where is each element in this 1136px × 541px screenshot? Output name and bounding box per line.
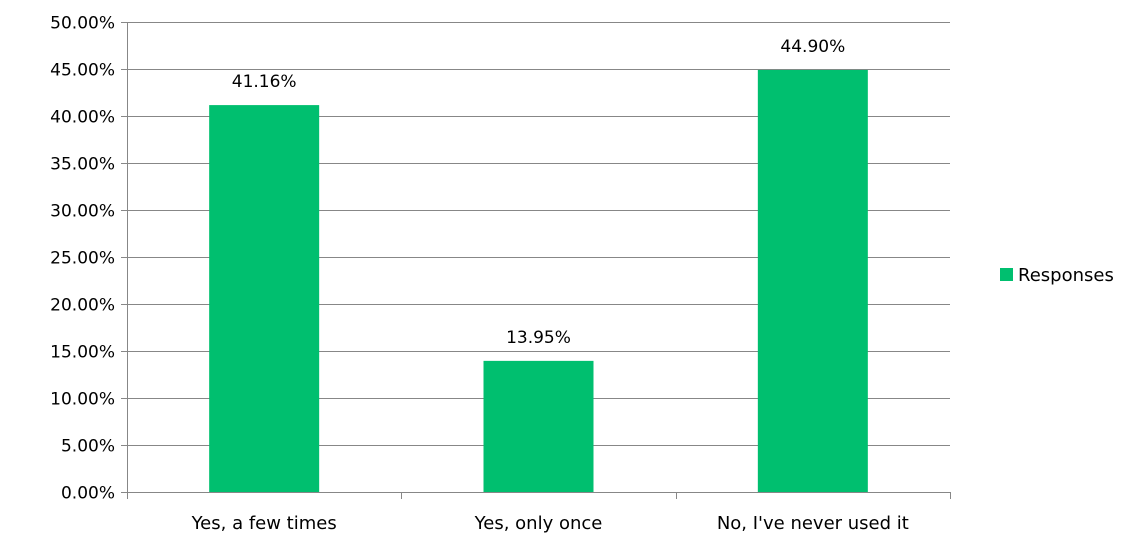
legend-label-responses: Responses	[1018, 265, 1114, 286]
y-tick-label: 40.00%	[50, 108, 115, 128]
bar	[757, 69, 868, 492]
y-tick-label: 20.00%	[50, 296, 115, 316]
legend: Responses	[1000, 265, 1114, 286]
y-axis-tick-labels: 0.00% 5.00% 10.00% 15.00% 20.00% 25.00% 30.00%…	[50, 14, 115, 504]
y-tick-label: 35.00%	[50, 155, 115, 175]
axes	[121, 22, 951, 499]
y-tick-label: 5.00%	[61, 437, 115, 457]
y-tick-label: 25.00%	[50, 249, 115, 269]
bar	[483, 360, 594, 492]
x-category-label: Yes, only once	[474, 513, 603, 534]
bar	[209, 105, 320, 492]
data-label: 41.16%	[232, 72, 297, 92]
y-tick-label: 10.00%	[50, 390, 115, 410]
data-labels: 41.16% 13.95% 44.90%	[232, 37, 845, 348]
data-label: 44.90%	[780, 37, 845, 57]
y-tick-label: 30.00%	[50, 202, 115, 222]
x-axis-category-labels: Yes, a few times Yes, only once No, I've n…	[191, 513, 909, 534]
x-category-label: No, I've never used it	[717, 513, 909, 534]
y-tick-label: 50.00%	[50, 14, 115, 34]
y-tick-label: 15.00%	[50, 343, 115, 363]
legend-swatch	[1000, 268, 1013, 281]
y-tick-label: 0.00%	[61, 484, 115, 504]
x-category-label: Yes, a few times	[191, 513, 337, 534]
data-label: 13.95%	[506, 328, 571, 348]
bars	[209, 69, 868, 492]
y-tick-label: 45.00%	[50, 61, 115, 81]
